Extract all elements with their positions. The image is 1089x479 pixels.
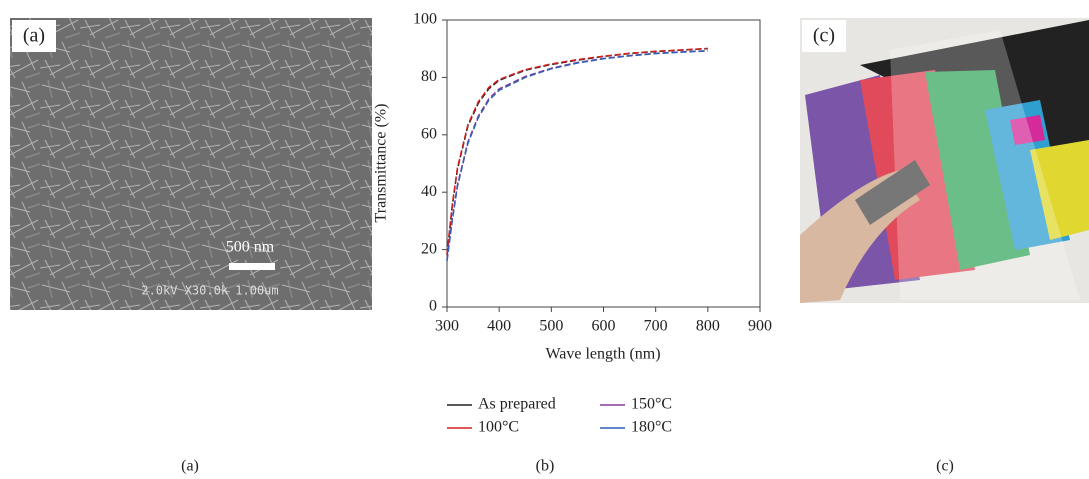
legend-label: 150°C — [631, 396, 672, 413]
x-tick-label: 800 — [696, 318, 720, 335]
sem-image — [10, 18, 372, 310]
y-tick-label: 60 — [421, 125, 437, 142]
caption: (a) — [181, 458, 199, 475]
y-tick-label: 0 — [429, 298, 437, 315]
x-tick-label: 300 — [435, 318, 459, 335]
x-tick-label: 600 — [592, 318, 616, 335]
x-tick-label: 400 — [487, 318, 511, 335]
y-tick-label: 40 — [421, 183, 437, 200]
scale-label: 500 nm — [226, 239, 275, 256]
panel-label: (c) — [813, 25, 835, 47]
legend-label: 180°C — [631, 419, 672, 436]
series-line — [446, 47, 708, 254]
panel-label: (a) — [23, 25, 45, 47]
scale-bar — [229, 263, 275, 270]
photo — [800, 18, 1089, 303]
label-box — [12, 20, 56, 52]
series-line — [446, 47, 708, 256]
series-line — [446, 50, 708, 262]
sem-info: 2.0kV X30.0k 1.00um — [141, 284, 278, 298]
y-tick-label: 20 — [421, 240, 437, 257]
legend-label: As prepared — [478, 396, 556, 413]
x-tick-label: 500 — [539, 318, 563, 335]
legend-label: 100°C — [478, 419, 519, 436]
y-axis-label: Transmittance (%) — [373, 104, 390, 223]
x-tick-label: 900 — [748, 318, 772, 335]
x-tick-label: 700 — [644, 318, 668, 335]
series-line — [446, 49, 708, 260]
plot-frame — [446, 19, 761, 308]
caption: (b) — [536, 458, 555, 475]
caption: (c) — [936, 458, 954, 475]
y-tick-label: 100 — [413, 11, 437, 28]
y-tick-label: 80 — [421, 68, 437, 85]
x-axis-label: Wave length (nm) — [545, 346, 660, 363]
